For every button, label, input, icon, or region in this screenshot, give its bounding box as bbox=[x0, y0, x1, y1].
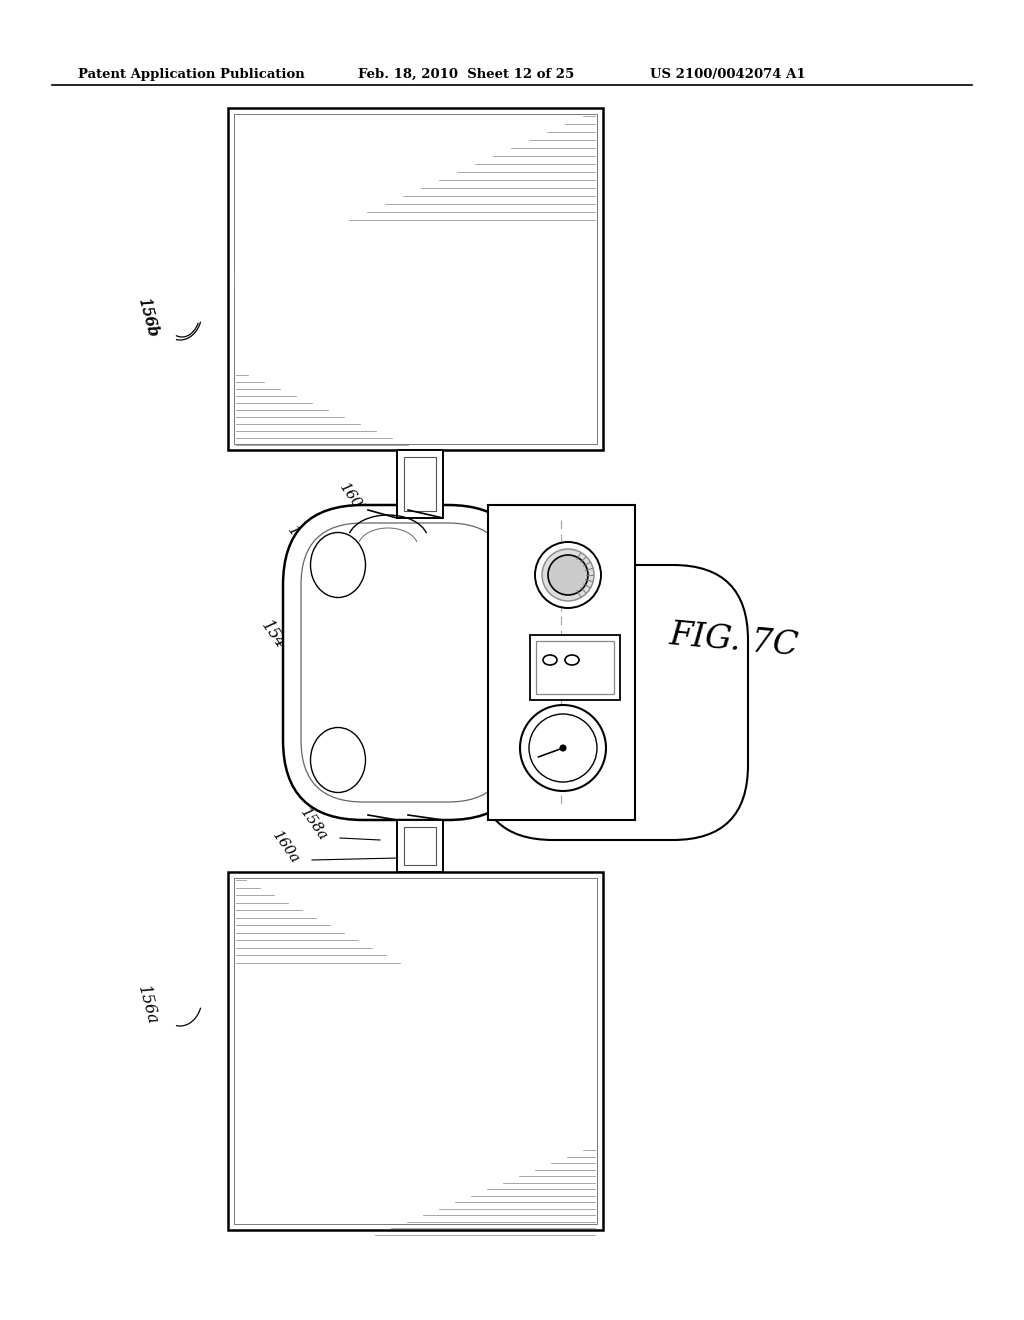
Circle shape bbox=[560, 744, 566, 751]
Text: Feb. 18, 2010  Sheet 12 of 25: Feb. 18, 2010 Sheet 12 of 25 bbox=[358, 69, 574, 81]
Text: 158b: 158b bbox=[285, 524, 317, 562]
Bar bbox=[488, 506, 635, 820]
Text: US 2100/0042074 A1: US 2100/0042074 A1 bbox=[650, 69, 806, 81]
Text: 156a: 156a bbox=[133, 983, 161, 1027]
Text: FIG. 7C: FIG. 7C bbox=[668, 619, 800, 663]
Text: 154: 154 bbox=[258, 618, 290, 652]
Circle shape bbox=[529, 714, 597, 781]
Bar bbox=[234, 114, 597, 444]
Circle shape bbox=[548, 554, 588, 595]
Text: Patent Application Publication: Patent Application Publication bbox=[78, 69, 305, 81]
Ellipse shape bbox=[543, 655, 557, 665]
Bar bbox=[530, 635, 620, 700]
Text: 156b: 156b bbox=[133, 296, 161, 339]
Bar bbox=[228, 108, 603, 450]
Bar bbox=[228, 873, 603, 1230]
Text: 160b: 160b bbox=[337, 480, 370, 519]
Ellipse shape bbox=[565, 655, 579, 665]
Text: 160a: 160a bbox=[270, 829, 302, 867]
Bar bbox=[404, 457, 436, 511]
Bar bbox=[404, 828, 436, 865]
Circle shape bbox=[520, 705, 606, 791]
Bar bbox=[234, 878, 597, 1224]
Bar bbox=[397, 450, 443, 517]
Circle shape bbox=[542, 549, 594, 601]
Bar bbox=[397, 820, 443, 873]
FancyBboxPatch shape bbox=[283, 506, 528, 820]
Text: 156b: 156b bbox=[136, 297, 160, 339]
Text: 158a: 158a bbox=[298, 807, 331, 843]
Bar bbox=[536, 642, 614, 694]
Circle shape bbox=[535, 543, 601, 609]
